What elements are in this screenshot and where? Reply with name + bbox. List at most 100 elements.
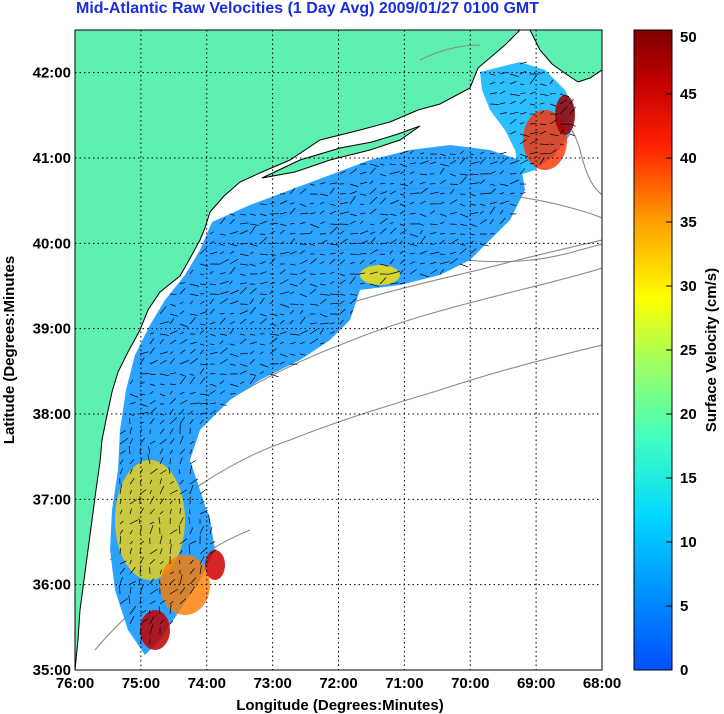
velocity-vector [469, 223, 478, 227]
velocity-vector [519, 83, 525, 86]
velocity-vector [149, 549, 158, 555]
velocity-vector [339, 259, 346, 265]
velocity-vector [149, 479, 153, 485]
velocity-vector [159, 560, 164, 565]
velocity-vector [459, 248, 467, 255]
velocity-vector [179, 391, 185, 395]
y-tick-label: 35:00 [33, 662, 71, 679]
velocity-vector [499, 209, 504, 215]
velocity-vector [129, 508, 132, 515]
velocity-vector [159, 619, 165, 625]
velocity-vector [439, 153, 446, 157]
velocity-patch-fast-5 [555, 95, 575, 135]
velocity-vector [259, 313, 267, 317]
velocity-vector [149, 373, 156, 376]
velocity-vector [178, 499, 181, 505]
velocity-vector [539, 123, 547, 125]
velocity-vector [129, 427, 133, 435]
velocity-vector [409, 180, 414, 185]
velocity-vector [479, 219, 487, 225]
velocity-vector [379, 163, 385, 166]
velocity-vector [219, 298, 228, 305]
velocity-vector [219, 217, 226, 225]
velocity-vector [149, 559, 156, 565]
velocity-vector [159, 569, 162, 575]
velocity-patch-fast-1 [115, 460, 185, 580]
colorbar-label: Surface Velocity (cm/s) [703, 268, 720, 432]
velocity-vector [509, 100, 516, 105]
velocity-vector [509, 203, 516, 206]
velocity-vector [149, 440, 156, 445]
velocity-vector [319, 283, 326, 286]
velocity-vector [169, 489, 178, 495]
y-tick-label: 41:00 [33, 150, 71, 167]
velocity-vector [289, 232, 296, 235]
velocity-vector [149, 383, 156, 386]
velocity-vector [519, 133, 530, 138]
velocity-vector [169, 318, 175, 325]
velocity-vector [279, 341, 284, 345]
velocity-vector [509, 118, 517, 125]
velocity-vector [119, 484, 123, 495]
velocity-vector [239, 263, 249, 266]
velocity-vector [169, 600, 174, 605]
velocity-vector [119, 529, 124, 535]
velocity-vector [379, 182, 386, 185]
velocity-vector [239, 310, 249, 315]
velocity-vector [359, 282, 365, 285]
x-tick-label: 74:00 [188, 675, 226, 692]
velocity-vector [319, 193, 329, 197]
x-tick-label: 70:00 [451, 675, 489, 692]
velocity-vector [459, 176, 467, 185]
velocity-vector [329, 210, 337, 215]
velocity-vector [539, 83, 547, 86]
velocity-vector [369, 283, 380, 287]
velocity-vector [349, 190, 358, 195]
velocity-vector [209, 351, 218, 355]
velocity-vector [269, 337, 278, 345]
velocity-vector [129, 530, 133, 535]
velocity-vector [329, 252, 336, 255]
velocity-vector [259, 220, 268, 225]
velocity-vector [399, 183, 409, 187]
velocity-vector [279, 279, 289, 285]
velocity-vector [159, 498, 164, 505]
velocity-vector [289, 202, 295, 205]
velocity-vector [269, 373, 279, 378]
velocity-vector [299, 330, 308, 335]
velocity-vector [179, 373, 185, 377]
velocity-vector [249, 213, 256, 216]
x-tick-label: 69:00 [517, 675, 555, 692]
velocity-vector [369, 180, 374, 185]
velocity-vector [539, 152, 550, 155]
velocity-vector [149, 508, 155, 515]
velocity-vector [169, 571, 175, 575]
velocity-vector [299, 269, 307, 275]
velocity-vector [259, 271, 267, 275]
velocity-vector [509, 173, 517, 175]
velocity-vector [339, 308, 346, 315]
velocity-vector [149, 616, 155, 625]
velocity-vector [379, 191, 387, 195]
velocity-vector [419, 160, 429, 165]
velocity-vector [389, 213, 397, 217]
velocity-vector [349, 276, 356, 285]
velocity-vector [489, 206, 496, 215]
velocity-vector [119, 560, 127, 565]
velocity-vector [149, 332, 154, 335]
velocity-vector [239, 287, 247, 295]
velocity-vector [169, 293, 177, 295]
velocity-vector [389, 227, 397, 235]
velocity-vector [259, 297, 265, 305]
velocity-vector [219, 358, 228, 365]
velocity-vector [359, 212, 366, 215]
velocity-vector [259, 293, 268, 295]
velocity-vector [199, 393, 210, 396]
velocity-vector [429, 161, 437, 165]
velocity-vector [469, 248, 477, 255]
colorbar-tick-label: 35 [680, 214, 697, 231]
velocity-vector [159, 599, 166, 605]
velocity-vector [279, 223, 287, 227]
velocity-vector [209, 373, 216, 375]
velocity-vector [459, 223, 467, 227]
